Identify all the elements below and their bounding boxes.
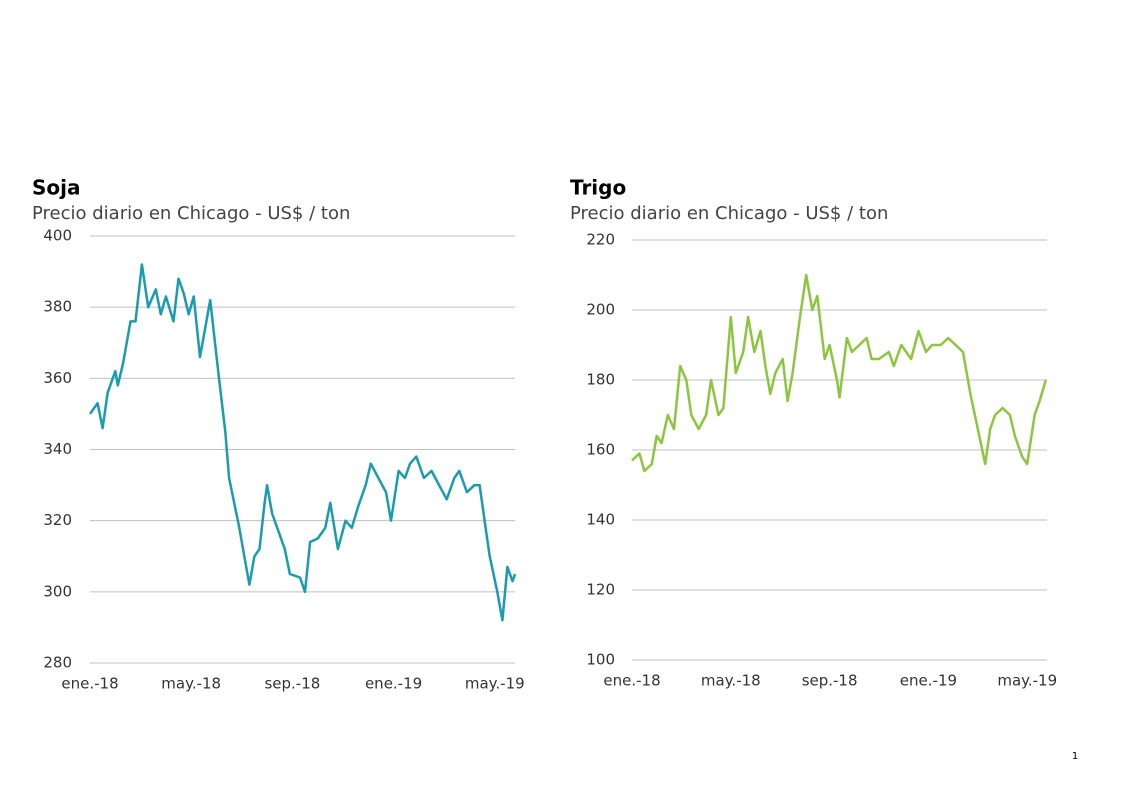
y-tick-label: 300 xyxy=(43,582,72,600)
x-tick-label: ene.-18 xyxy=(603,672,660,690)
x-tick-label: ene.-19 xyxy=(900,672,957,690)
chart-title: Soja xyxy=(32,176,81,200)
y-tick-label: 220 xyxy=(586,231,615,249)
price-line xyxy=(631,273,1047,473)
y-tick-label: 160 xyxy=(586,441,615,459)
chart-subtitle: Precio diario en Chicago - US$ / ton xyxy=(570,203,888,224)
x-tick-label: may.-18 xyxy=(701,672,761,690)
y-tick-label: 400 xyxy=(43,227,72,245)
x-tick-label: sep.-18 xyxy=(264,675,320,693)
chart-title: Trigo xyxy=(570,176,626,200)
y-tick-label: 140 xyxy=(586,511,615,529)
y-tick-label: 280 xyxy=(43,654,72,672)
y-tick-label: 180 xyxy=(586,371,615,389)
x-tick-label: may.-18 xyxy=(161,675,221,693)
y-tick-label: 100 xyxy=(586,651,615,669)
y-tick-label: 340 xyxy=(43,440,72,458)
y-tick-label: 120 xyxy=(586,581,615,599)
y-tick-label: 360 xyxy=(43,369,72,387)
chart-subtitle: Precio diario en Chicago - US$ / ton xyxy=(32,203,350,224)
x-tick-label: ene.-19 xyxy=(365,675,422,693)
page-number: 1 xyxy=(1072,751,1078,762)
y-tick-label: 380 xyxy=(43,298,72,316)
x-tick-label: may.-19 xyxy=(465,675,525,693)
x-tick-label: ene.-18 xyxy=(61,675,118,693)
x-tick-label: sep.-18 xyxy=(802,672,858,690)
y-tick-label: 320 xyxy=(43,511,72,529)
price-line xyxy=(88,263,517,622)
y-tick-label: 200 xyxy=(586,301,615,319)
x-tick-label: may.-19 xyxy=(997,672,1057,690)
